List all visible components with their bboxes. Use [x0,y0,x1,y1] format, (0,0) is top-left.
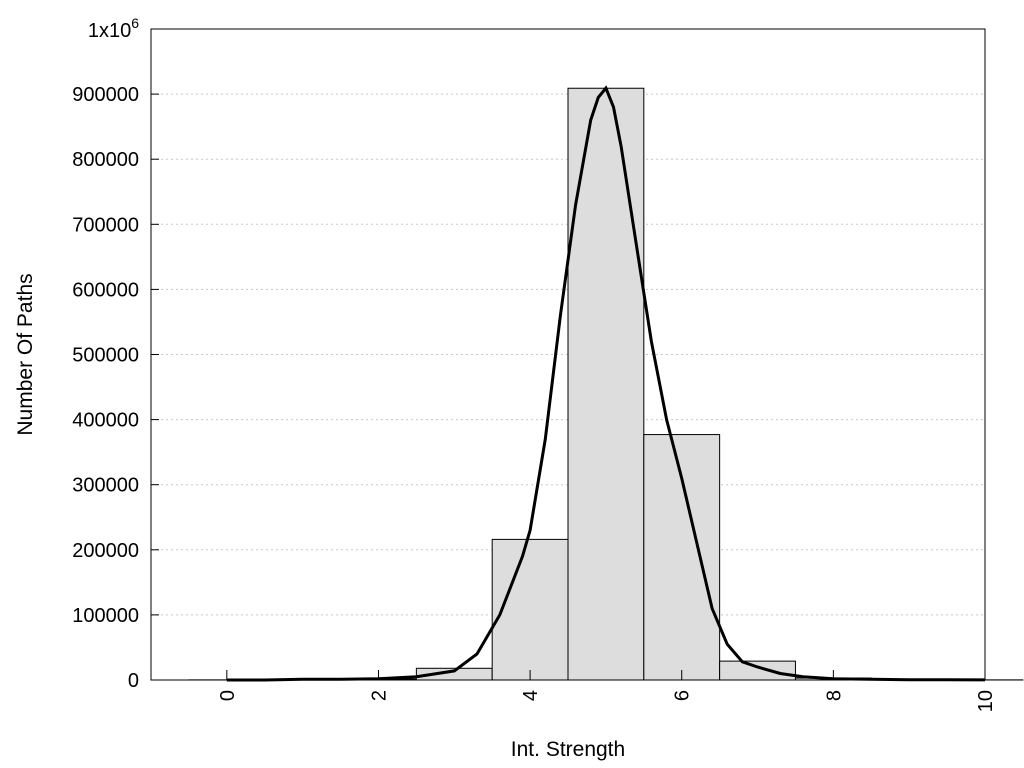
y-top-exponent: 6 [131,15,139,31]
y-tick-label: 300000 [72,475,139,497]
y-tick-label: 700000 [72,214,139,236]
y-tick-label: 100000 [72,605,139,627]
y-tick-label: 400000 [72,410,139,432]
y-top-base: 1x10 [88,20,131,42]
y-tick-label: 500000 [72,345,139,367]
histogram-bar [567,87,645,681]
x-tick-label: 2 [368,690,390,701]
y-tick-label: 200000 [72,540,139,562]
axis-ticks [151,93,986,681]
x-tick-label: 6 [672,690,694,701]
x-tick-label: 4 [520,690,542,701]
bars [188,87,1024,681]
histogram-bar [643,434,721,681]
x-tick-label: 8 [823,690,845,701]
x-tick-label: 10 [975,690,997,712]
y-tick-label-top: 1x106 [88,15,139,42]
y-tick-label: 800000 [72,149,139,171]
fit-curve-line [226,85,986,682]
x-tick-label: 0 [217,690,239,701]
x-tick-labels: 0 2 4 6 8 10 [217,690,997,712]
y-tick-label: 600000 [72,279,139,301]
y-tick-label: 0 [128,670,139,692]
x-axis-title: Int. Strength [511,738,625,761]
y-axis-title: Number Of Paths [14,273,37,435]
histogram-bar [719,660,796,681]
y-tick-label: 900000 [72,84,139,106]
y-tick-labels: 0 100000 200000 300000 400000 500000 600000 700… [72,84,139,692]
histogram-bar [491,538,569,681]
